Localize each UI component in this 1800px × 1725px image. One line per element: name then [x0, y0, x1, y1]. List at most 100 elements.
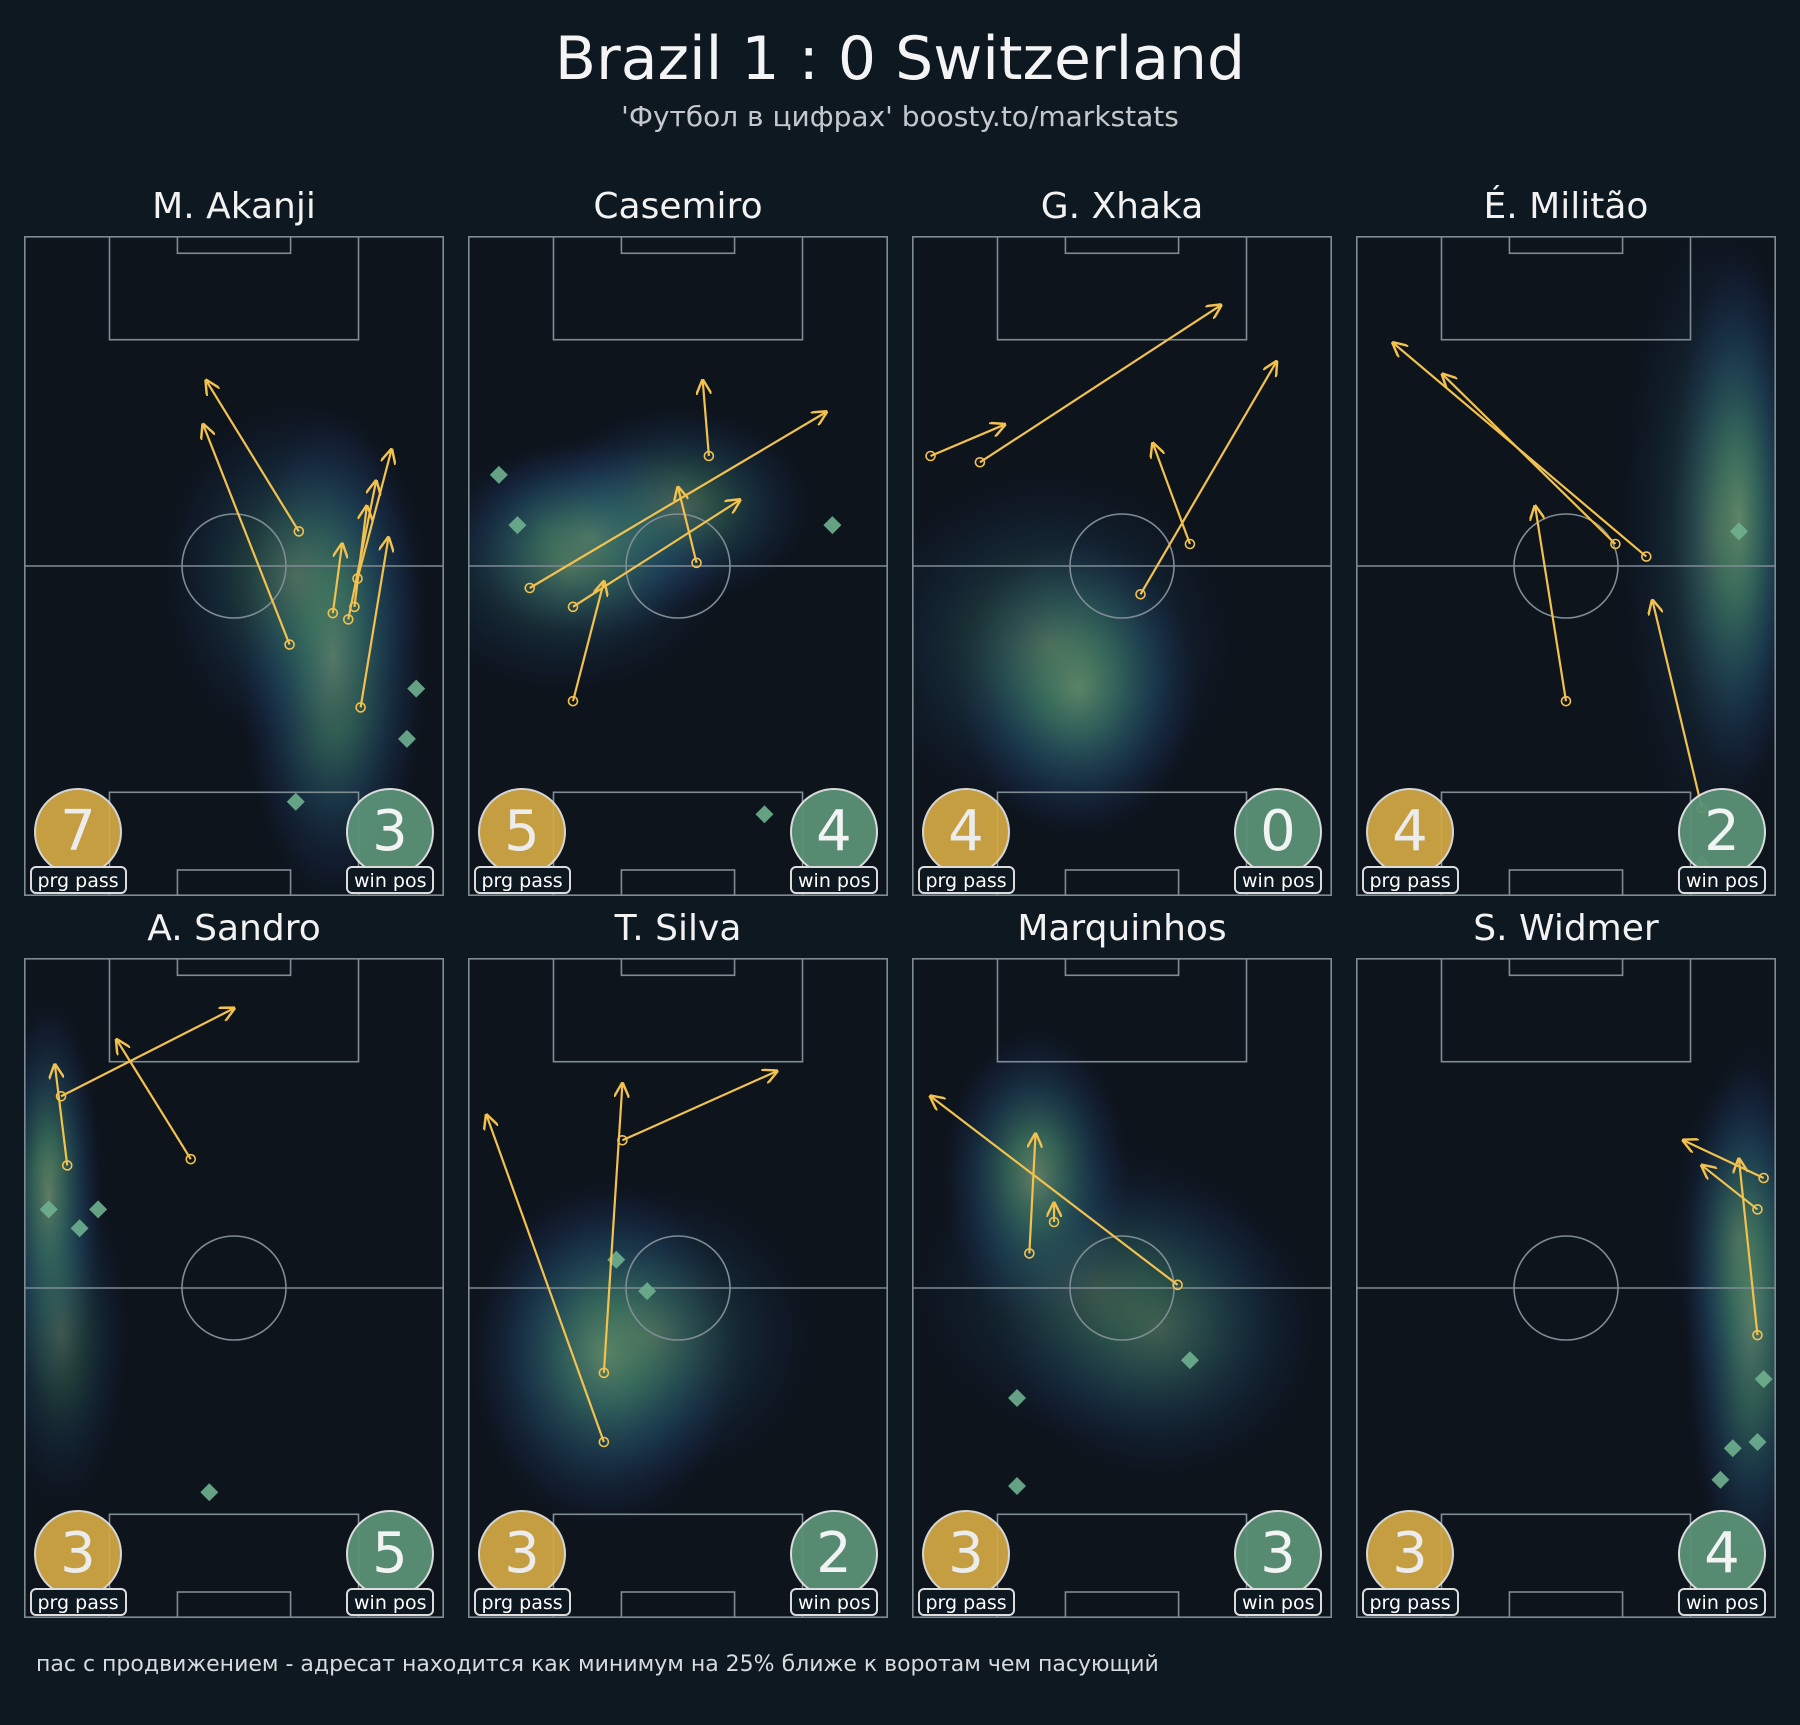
bottom-six-yard-box: [1064, 869, 1180, 896]
pass-origin-dot: [1752, 1329, 1763, 1341]
prg-pass-label: prg pass: [917, 866, 1015, 894]
win-possession-marker: [397, 729, 416, 748]
pass-origin-dot: [703, 450, 715, 462]
pass-origin-dot: [524, 582, 536, 594]
pitch: [1356, 236, 1776, 896]
win-possession-marker: [638, 1282, 657, 1301]
bottom-six-yard-box: [620, 869, 736, 896]
pass-origin-dot: [327, 607, 339, 619]
win-possession-marker: [1008, 1389, 1026, 1407]
win-pos-count-badge: 5: [346, 1510, 434, 1598]
center-circle: [625, 513, 731, 619]
center-circle: [625, 1235, 731, 1341]
footnote: пас с продвижением - адресат находится к…: [36, 1652, 1159, 1677]
pass-origin-dot: [925, 450, 936, 462]
pass-origin-dot: [352, 573, 363, 584]
win-possession-marker: [1008, 1477, 1026, 1495]
prg-pass-label: prg pass: [473, 866, 571, 894]
pass-origin-dot: [293, 526, 305, 537]
progressive-pass-arrow: [1702, 1165, 1759, 1211]
progressive-pass-arrow: [979, 305, 1221, 464]
bottom-six-yard-box: [176, 1591, 292, 1618]
win-possession-marker: [70, 1219, 89, 1238]
win-pos-label: win pos: [1678, 866, 1767, 894]
pass-origin-dot: [691, 557, 702, 569]
pass-origin-dot: [598, 1367, 610, 1379]
progressive-pass-arrow: [1029, 1134, 1035, 1254]
win-possession-marker: [89, 1200, 108, 1219]
win-pos-count-badge: 4: [790, 788, 878, 876]
prg-pass-count-badge: 3: [478, 1510, 566, 1598]
pass-origin-dot: [185, 1153, 197, 1165]
chart-subtitle: 'Футбол в цифрах' boosty.to/markstats: [621, 100, 1179, 133]
progressive-pass-arrow: [1153, 443, 1191, 545]
top-six-yard-box: [176, 958, 292, 977]
pass-origin-dot: [1172, 1279, 1183, 1291]
pass-origin-dot: [1752, 1204, 1763, 1215]
heat-blob: [24, 1159, 129, 1512]
top-six-yard-box: [1064, 958, 1180, 977]
pass-origin-dot: [1135, 588, 1146, 600]
win-pos-label: win pos: [346, 1588, 435, 1616]
pass-origin-dot: [598, 1436, 610, 1448]
pitch: [468, 236, 888, 896]
prg-pass-label: prg pass: [29, 1588, 127, 1616]
pitch: [24, 958, 444, 1618]
heat-blob: [490, 1184, 817, 1486]
top-six-yard-box: [176, 236, 292, 255]
win-pos-count-badge: 2: [790, 1510, 878, 1598]
win-possession-marker: [1711, 1470, 1730, 1489]
player-name: Marquinhos: [1017, 908, 1227, 949]
win-pos-label: win pos: [1234, 1588, 1323, 1616]
progressive-pass-arrow: [55, 1065, 69, 1166]
progressive-pass-arrow: [571, 582, 604, 702]
heat-blob: [912, 1140, 1288, 1442]
player-panel: S. Widmer 3 4 prg pass win pos: [1356, 908, 1776, 1628]
chart-title: Brazil 1 : 0 Switzerland: [554, 24, 1246, 94]
pass-origin-dot: [1640, 551, 1652, 562]
pass-origin-dot: [1610, 538, 1621, 550]
progressive-pass-arrow: [930, 425, 1005, 458]
bottom-six-yard-box: [620, 1591, 736, 1618]
top-penalty-box: [996, 236, 1248, 341]
pass-origin-dot: [1758, 1172, 1769, 1184]
center-circle: [1513, 513, 1619, 619]
win-pos-label: win pos: [1234, 866, 1323, 894]
win-possession-marker: [823, 516, 842, 535]
win-possession-marker: [200, 1483, 219, 1502]
player-panel: Marquinhos 3 3 prg pass win pos: [912, 908, 1332, 1628]
heat-blob: [912, 468, 1239, 821]
pitch: [912, 958, 1332, 1618]
player-panel: A. Sandro 3 5 prg pass win pos: [24, 908, 444, 1628]
prg-pass-label: prg pass: [1361, 1588, 1459, 1616]
win-possession-marker: [1729, 522, 1748, 541]
bottom-six-yard-box: [1508, 869, 1624, 896]
progressive-pass-arrow: [1442, 374, 1617, 545]
progressive-pass-arrow: [206, 381, 300, 533]
progressive-pass-arrow: [203, 425, 291, 645]
progressive-pass-arrow: [487, 1115, 605, 1443]
center-circle: [181, 1235, 287, 1341]
player-name: T. Silva: [614, 908, 742, 949]
top-penalty-box: [996, 958, 1248, 1063]
win-pos-count-badge: 0: [1234, 788, 1322, 876]
progressive-pass-arrow: [359, 538, 389, 708]
prg-pass-count-badge: 3: [1366, 1510, 1454, 1598]
pass-origin-dot: [1560, 695, 1572, 707]
top-six-yard-box: [1508, 958, 1624, 977]
win-pos-count-badge: 3: [346, 788, 434, 876]
player-name: É. Militão: [1483, 186, 1649, 227]
win-possession-marker: [755, 805, 774, 824]
top-penalty-box: [1440, 958, 1692, 1063]
pass-origin-dot: [284, 639, 295, 650]
win-pos-label: win pos: [790, 866, 879, 894]
prg-pass-label: prg pass: [1361, 866, 1459, 894]
progressive-pass-arrow: [356, 450, 392, 579]
pitch: [912, 236, 1332, 896]
pass-origin-dot: [974, 456, 986, 468]
bottom-six-yard-box: [176, 869, 292, 896]
progressive-pass-arrow: [60, 1008, 234, 1098]
top-penalty-box: [108, 958, 360, 1063]
progressive-pass-arrow: [621, 1071, 776, 1142]
player-name: M. Akanji: [152, 186, 316, 227]
